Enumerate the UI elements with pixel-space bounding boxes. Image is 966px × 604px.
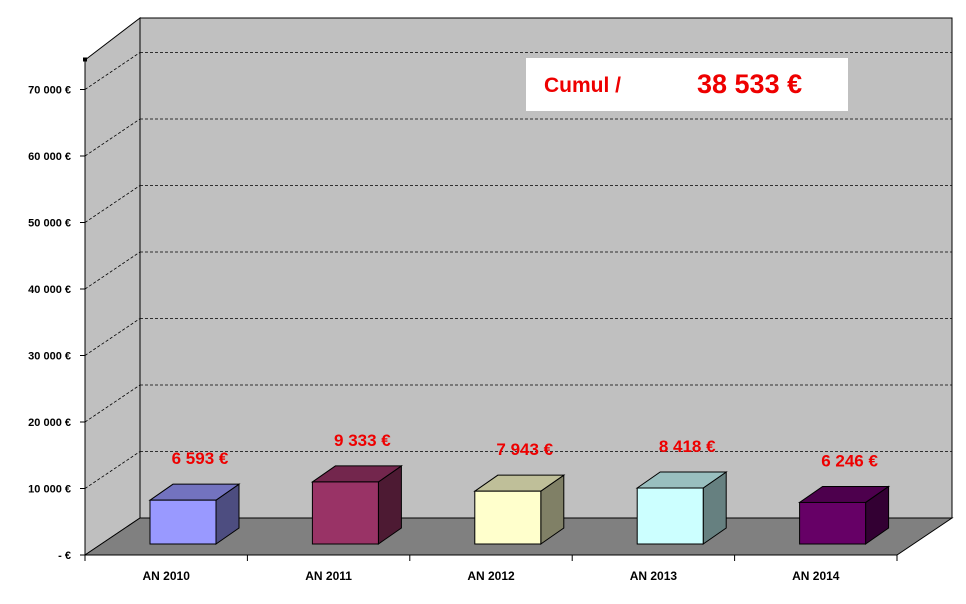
y-tick-label: 30 000 € <box>28 351 71 363</box>
bar <box>798 485 891 545</box>
y-axis: - € 10 000 € 20 000 € 30 000 € 40 000 € 50 00… <box>28 57 87 562</box>
gridline-side <box>84 251 141 290</box>
gridline-side <box>84 451 141 489</box>
chart-side-wall <box>84 16 141 556</box>
x-axis: AN 2010 AN 2011 AN 2012 AN 2013 AN 2014 <box>84 554 898 583</box>
y-tick-label: 20 000 € <box>28 417 71 429</box>
gridline-side <box>84 318 141 356</box>
gridlines <box>84 52 952 489</box>
gridline-side <box>84 384 141 423</box>
bar <box>310 464 403 545</box>
data-labels: 6 593 € 9 333 € 7 943 € 8 418 € 6 246 € <box>172 431 879 471</box>
bar-front <box>799 501 867 545</box>
data-label: 7 943 € <box>496 440 553 459</box>
gridline-side <box>84 118 141 157</box>
bar-front <box>474 490 542 545</box>
bar-front <box>636 487 704 545</box>
y-tick-label: 70 000 € <box>28 85 71 97</box>
data-label: 6 593 € <box>172 449 229 468</box>
cumul-box <box>526 58 848 111</box>
y-tick-label: 40 000 € <box>28 284 71 296</box>
data-label: 8 418 € <box>659 437 716 456</box>
y-tick-label: 60 000 € <box>28 151 71 163</box>
bar <box>148 483 241 545</box>
data-label: 6 246 € <box>821 451 878 470</box>
x-tick-label: AN 2013 <box>630 569 678 583</box>
cumul-annotation: Cumul / 38 533 € <box>526 58 848 111</box>
x-tick-label: AN 2011 <box>305 569 352 583</box>
bar-front <box>149 499 217 545</box>
y-axis-cap <box>83 57 87 62</box>
cumul-value: 38 533 € <box>697 69 802 99</box>
bar <box>473 474 566 545</box>
data-label: 9 333 € <box>334 431 391 450</box>
bar-front <box>311 481 379 545</box>
gridline-side <box>84 185 141 223</box>
gridline-side <box>84 52 141 90</box>
y-tick-label: 50 000 € <box>28 218 71 230</box>
x-tick-label: AN 2014 <box>792 569 840 583</box>
y-tick-label: - € <box>58 550 71 562</box>
cumul-label: Cumul / <box>544 74 621 97</box>
y-tick-label: 10 000 € <box>28 484 71 496</box>
bars <box>148 464 891 545</box>
x-tick-label: AN 2012 <box>467 569 515 583</box>
bar <box>635 471 728 545</box>
x-tick-label: AN 2010 <box>143 569 191 583</box>
